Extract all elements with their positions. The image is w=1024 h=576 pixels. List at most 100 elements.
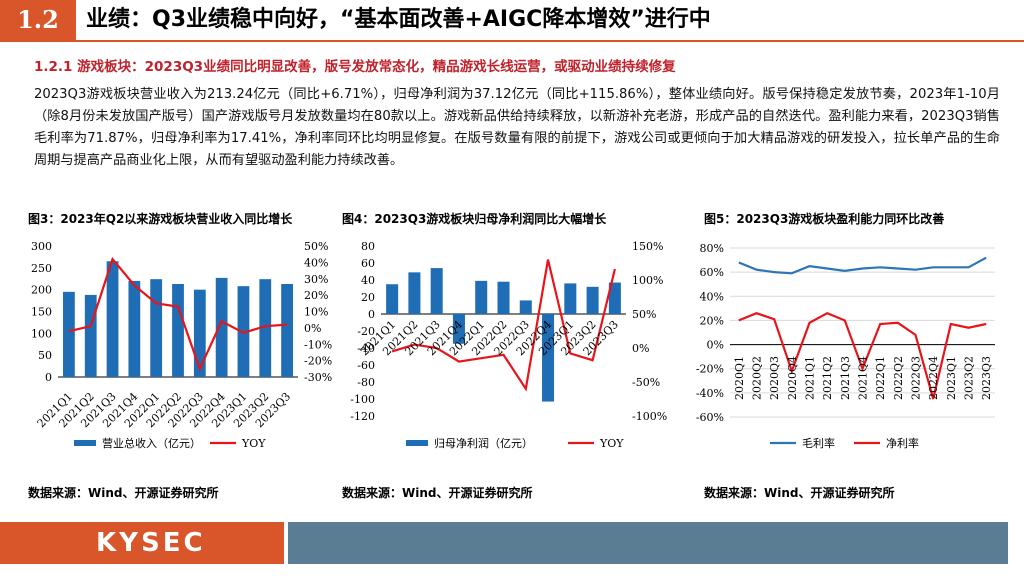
bar: [128, 280, 141, 377]
bar: [215, 277, 228, 377]
bar: [542, 314, 555, 402]
left-tick-label: -120: [350, 410, 375, 423]
x-tick-label: 2022Q3: [910, 356, 923, 400]
left-tick-label: -100: [350, 393, 375, 406]
left-tick-label: 200: [31, 284, 52, 297]
y-tick-label: 60%: [700, 266, 724, 279]
y-tick-label: -40%: [696, 387, 724, 400]
y-tick-label: -20%: [696, 363, 724, 376]
footer-edge: [1008, 522, 1024, 564]
left-tick-label: -20: [357, 325, 375, 338]
x-tick-label: 2023Q3: [980, 356, 993, 400]
right-tick-label: 0%: [632, 342, 649, 355]
x-tick-label: 2020Q2: [751, 356, 764, 400]
right-tick-label: -30%: [304, 371, 332, 384]
left-tick-label: -60: [357, 359, 375, 372]
legend-bar-label: 营业总收入（亿元）: [102, 436, 201, 450]
page-title: 业绩：Q3业绩稳中向好，“基本面改善+AIGC降本增效”进行中: [86, 7, 711, 32]
kysec-logo: KYSEC: [96, 528, 206, 558]
bar: [497, 281, 510, 314]
net-margin-line: [738, 311, 987, 400]
legend-net-label: 净利率: [886, 436, 919, 450]
gross-margin-line: [738, 256, 987, 275]
y-tick-label: 0%: [707, 339, 724, 352]
left-tick-label: 150: [31, 306, 52, 319]
legend-bar-label: 归母净利润（亿元）: [434, 436, 533, 450]
right-tick-label: -100%: [632, 410, 667, 423]
y-tick-label: 80%: [700, 242, 724, 255]
left-tick-label: -80: [357, 376, 375, 389]
bar: [259, 279, 272, 377]
right-tick-label: 50%: [304, 240, 328, 253]
x-tick-label: 2020Q3: [768, 356, 781, 400]
left-tick-label: 40: [361, 274, 375, 287]
bar: [172, 283, 184, 377]
bar: [430, 268, 443, 314]
right-tick-label: 50%: [632, 308, 656, 321]
right-tick-label: 10%: [304, 306, 328, 319]
bar: [63, 291, 75, 377]
bar: [193, 289, 206, 377]
right-tick-label: 40%: [304, 256, 328, 269]
x-tick-label: 2022Q1: [874, 356, 887, 400]
left-tick-label: 250: [31, 262, 52, 275]
left-tick-label: 80: [361, 240, 375, 253]
left-tick-label: 0: [45, 371, 52, 384]
right-tick-label: 0%: [304, 322, 321, 335]
bar: [586, 286, 599, 314]
figure-4-title: 图4：2023Q3游戏板块归母净利润同比大幅增长: [342, 212, 607, 226]
body-paragraph: 2023Q3游戏板块营业收入为213.24亿元（同比+6.71%），归母净利润为…: [34, 87, 1000, 168]
left-tick-label: 100: [31, 327, 52, 340]
x-tick-label: 2020Q1: [733, 356, 746, 400]
bar: [386, 284, 399, 314]
header: 1.2 业绩：Q3业绩稳中向好，“基本面改善+AIGC降本增效”进行中: [0, 0, 1024, 40]
section-number: 1.2: [0, 0, 76, 40]
right-tick-label: 30%: [304, 273, 328, 286]
right-tick-label: -50%: [632, 376, 660, 389]
x-tick-label: 2021Q3: [839, 356, 852, 400]
figure-5-title: 图5：2023Q3游戏板块盈利能力同环比改善: [704, 212, 945, 226]
left-tick-label: 50: [38, 349, 52, 362]
x-tick-label: 2021Q2: [821, 356, 834, 400]
bar: [519, 300, 532, 314]
bar: [452, 314, 465, 344]
margin-chart: -60% -40% -20% 0% 20% 40% 60% 80% 2020Q1 2020Q2 20…: [696, 242, 995, 450]
y-tick-label: -60%: [696, 411, 724, 424]
bar: [475, 280, 488, 314]
figure-3-source: 数据来源：Wind、开源证券研究所: [28, 486, 219, 500]
legend-gross-label: 毛利率: [802, 436, 835, 450]
right-tick-label: -10%: [304, 338, 332, 351]
revenue-chart: 0 50 100 150 200 250 300 -30% -20% -10% 0% 10% 20% 30…: [31, 240, 332, 450]
legend-line-label: YOY: [599, 437, 624, 450]
right-tick-label: 20%: [304, 289, 328, 302]
footer-logo-box: KYSEC: [0, 522, 284, 564]
x-tick-label: 2023Q2: [963, 356, 976, 400]
bar: [150, 279, 163, 377]
figure-4-source: 数据来源：Wind、开源证券研究所: [342, 486, 533, 500]
x-tick-label: 2021Q1: [804, 356, 817, 400]
right-tick-label: 150%: [632, 240, 663, 253]
x-tick-label: 2020Q4: [786, 356, 799, 400]
legend-line-label: YOY: [241, 437, 266, 450]
bar: [281, 283, 293, 377]
bar: [408, 272, 421, 314]
left-tick-label: -40: [357, 342, 375, 355]
right-tick-label: 100%: [632, 274, 663, 287]
bar: [564, 283, 577, 314]
subheading: 1.2.1 游戏板块：2023Q3业绩同比明显改善，版号发放常态化，精品游戏长线…: [34, 59, 676, 75]
footer-bar: [288, 522, 1024, 564]
x-tick-label: 2022Q4: [927, 356, 940, 400]
figure-5-source: 数据来源：Wind、开源证券研究所: [704, 486, 895, 500]
bar: [608, 282, 621, 314]
yoy-line: [391, 259, 616, 392]
yoy-line: [68, 256, 288, 372]
legend-bar-swatch: [406, 440, 428, 446]
bar: [84, 294, 97, 377]
figure-3-title: 图3：2023年Q2以来游戏板块营业收入同比增长: [28, 212, 293, 226]
y-tick-label: 20%: [700, 314, 724, 327]
net-profit-chart: -120 -100 -80 -60 -40 -20 0 20 40 60 80 -100% -50% 0%…: [350, 240, 667, 450]
y-tick-label: 40%: [700, 290, 724, 303]
left-tick-label: 20: [361, 291, 375, 304]
right-tick-label: -20%: [304, 355, 332, 368]
x-tick-label: 2021Q4: [857, 356, 870, 400]
